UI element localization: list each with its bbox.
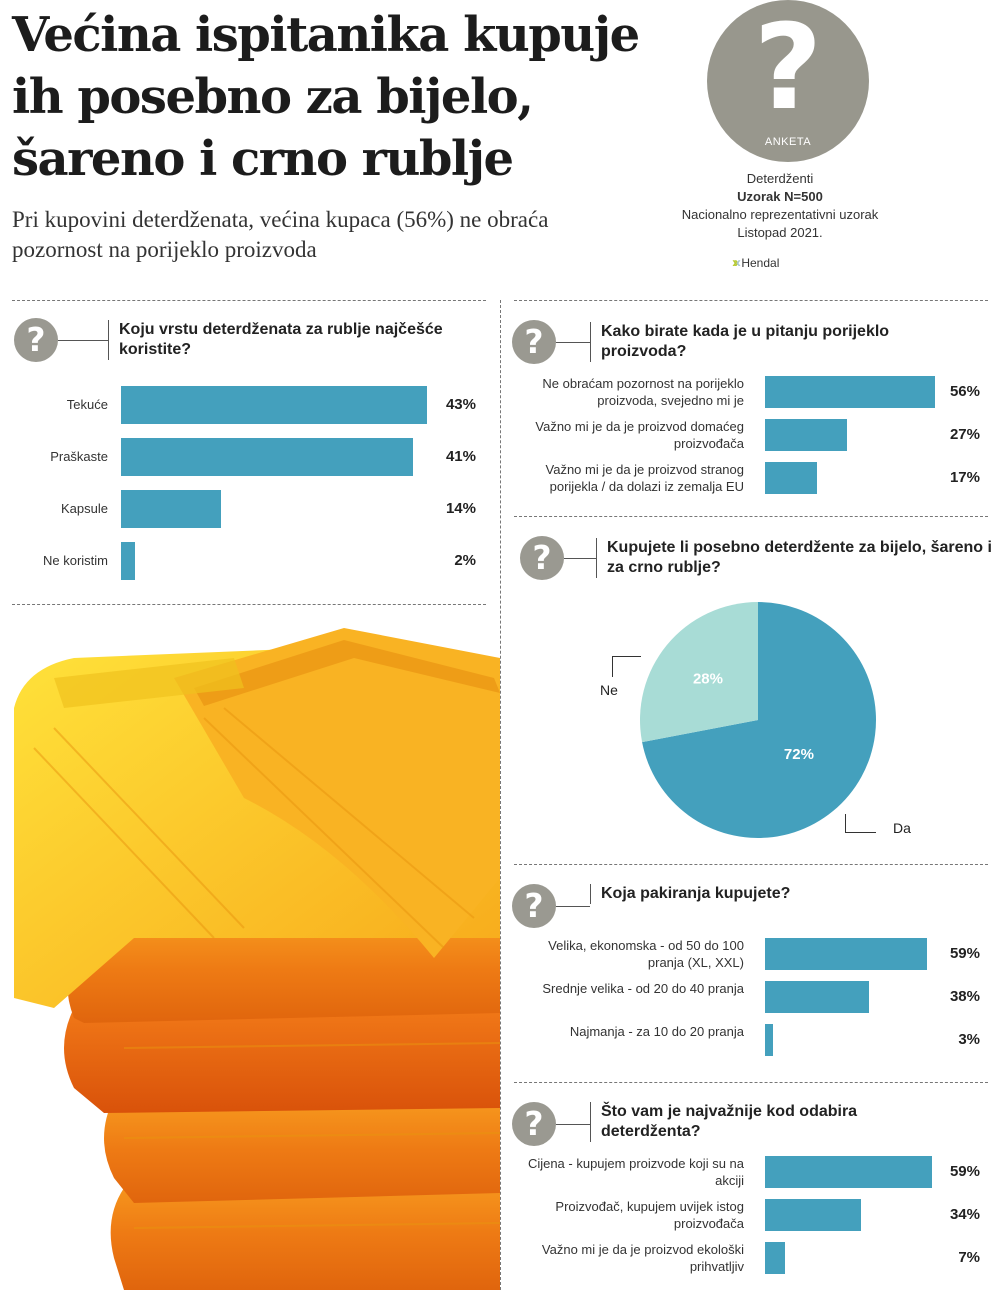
bar-value-label: 59% xyxy=(949,1163,980,1180)
bar xyxy=(765,1242,785,1274)
pie-value-label: 28% xyxy=(693,671,723,688)
bar-label: Proizvođač, kupujem uvijek istog proizvo… xyxy=(555,1199,744,1231)
bar xyxy=(765,376,935,408)
bar xyxy=(121,386,427,424)
bar-label: Tekuće xyxy=(66,397,108,412)
pie-leader-line-da xyxy=(845,814,876,833)
divider xyxy=(514,516,988,517)
chart-title-3: Kupujete li posebno deterdžente za bijel… xyxy=(596,538,997,578)
bar-value-label: 7% xyxy=(958,1249,980,1266)
question-mark-icon: ? xyxy=(753,0,823,136)
divider xyxy=(514,864,988,865)
divider xyxy=(12,300,486,301)
survey-method: Nacionalno reprezentativni uzorak xyxy=(681,207,879,222)
bar-label: Praškaste xyxy=(50,449,108,464)
pie-leader-line-ne xyxy=(612,656,641,677)
question-connector xyxy=(564,558,596,569)
source-logo: ››‹ Hendal xyxy=(732,254,842,274)
bar-value-label: 3% xyxy=(958,1031,980,1048)
bar-value-label: 41% xyxy=(445,448,476,465)
bar-value-label: 27% xyxy=(949,426,980,443)
bar-label: Srednje velika - od 20 do 40 pranja xyxy=(542,981,744,996)
question-icon: ? xyxy=(512,320,556,364)
chart-title-4: Koja pakiranja kupujete? xyxy=(590,884,961,904)
chart-title-5: Što vam je najvažnije kod odabira deterd… xyxy=(590,1102,961,1142)
bar-label: Kapsule xyxy=(61,501,108,516)
bar xyxy=(121,438,413,476)
subheadline: Pri kupovini deterdženata, većina kupaca… xyxy=(12,207,549,262)
pie-slice-ne xyxy=(640,602,758,743)
bar-label: Važno mi je da je proizvod stranog porij… xyxy=(545,462,744,494)
bar-label: Ne koristim xyxy=(42,553,108,568)
pie-slice-da xyxy=(642,602,876,838)
bar-label: Cijena - kupujem proizvode koji su na ak… xyxy=(527,1156,744,1188)
bar xyxy=(765,1024,774,1056)
source-name: Hendal xyxy=(741,256,780,270)
bar-label: Velika, ekonomska - od 50 do 100 pranja … xyxy=(548,938,744,970)
bar-value-label: 17% xyxy=(949,469,980,486)
question-icon: ? xyxy=(512,884,556,928)
question-icon: ? xyxy=(14,318,58,362)
bar-value-label: 38% xyxy=(949,988,980,1005)
chart-title-2: Kako birate kada je u pitanju porijeklo … xyxy=(590,322,961,362)
question-connector xyxy=(556,906,590,917)
pie-value-label: 72% xyxy=(784,746,814,763)
survey-sample: Uzorak N=500 xyxy=(737,189,823,204)
bar xyxy=(765,419,847,451)
question-icon: ? xyxy=(512,1102,556,1146)
bar-value-label: 2% xyxy=(454,552,476,569)
bar xyxy=(765,462,817,494)
hendal-logo-icon: ››‹ xyxy=(732,254,741,271)
bar-value-label: 56% xyxy=(949,383,980,400)
anketa-badge: ? ANKETA xyxy=(707,0,869,162)
question-connector xyxy=(556,342,590,353)
bar xyxy=(765,981,870,1013)
divider xyxy=(12,604,486,605)
divider xyxy=(514,300,988,301)
bar-value-label: 34% xyxy=(949,1206,980,1223)
question-connector xyxy=(58,340,108,351)
bar-value-label: 59% xyxy=(949,945,980,962)
survey-topic: Deterdženti xyxy=(746,171,814,186)
bar xyxy=(765,1199,862,1231)
divider xyxy=(514,1082,988,1083)
bar xyxy=(121,490,221,528)
survey-date: Listopad 2021. xyxy=(737,225,823,240)
question-connector xyxy=(556,1124,590,1135)
survey-info: Deterdženti Uzorak N=500 Nacionalno repr… xyxy=(640,170,920,242)
bar xyxy=(765,938,927,970)
anketa-label: ANKETA xyxy=(764,136,812,148)
bar xyxy=(765,1156,932,1188)
bar-label: Najmanja - za 10 do 20 pranja xyxy=(569,1024,744,1039)
headline: Većina ispitanika kupuje ih posebno za b… xyxy=(12,7,640,187)
chart-title-1: Koju vrstu deterdženata za rublje najčeš… xyxy=(108,320,449,360)
bar-label: Važno mi je da je proizvod domaćeg proiz… xyxy=(535,419,744,451)
pie-chart-separate-detergents: 72% 28% xyxy=(640,602,876,838)
pie-category-ne: Ne xyxy=(600,682,618,698)
towels-photo xyxy=(14,628,500,1290)
bar-value-label: 43% xyxy=(445,396,476,413)
question-icon: ? xyxy=(520,536,564,580)
pie-category-da: Da xyxy=(893,820,911,836)
bar-value-label: 14% xyxy=(445,500,476,517)
bar-label: Važno mi je da je proizvod ekološki prih… xyxy=(541,1242,744,1274)
bar xyxy=(121,542,136,580)
bar-label: Ne obraćam pozornost na porijeklo proizv… xyxy=(542,376,744,408)
column-divider xyxy=(500,300,501,1290)
